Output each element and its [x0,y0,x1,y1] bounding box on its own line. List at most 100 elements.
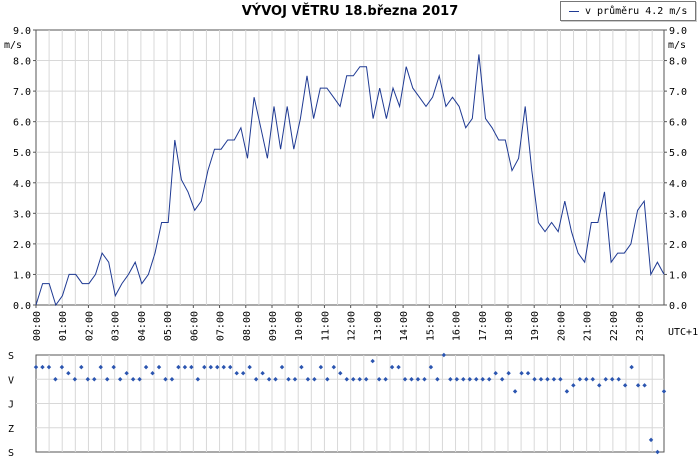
direction-point [253,377,259,382]
direction-point [363,377,369,382]
speed-ytick-label: 8.0 [13,57,31,68]
speed-xtick-label: 07:00 [216,311,227,341]
speed-xtick-label: 22:00 [609,311,620,341]
speed-xtick-label: 18:00 [504,311,515,341]
direction-point [616,377,621,382]
speed-xtick-label: 16:00 [452,311,463,341]
direction-point [474,377,479,382]
direction-point [584,377,589,382]
direction-point [642,383,647,388]
direction-point [396,364,401,370]
speed-series-line [35,54,665,307]
speed-xtick-label: 10:00 [294,311,305,341]
direction-point [525,370,531,376]
direction-point [661,389,667,394]
direction-point [655,449,660,455]
direction-point [53,377,58,382]
direction-point [66,370,71,376]
speed-ytick-label-right: 2.0 [669,240,687,251]
speed-xtick-label: 05:00 [163,311,174,341]
direction-point [389,364,395,370]
direction-point [143,364,149,370]
speed-ytick-label-right: 9.0 [669,26,687,37]
direction-point [532,377,537,382]
direction-point [150,370,155,376]
speed-xtick-label: 06:00 [189,311,200,341]
speed-xtick-label: 04:00 [137,311,148,341]
direction-point [33,364,39,370]
direction-point [305,377,311,382]
direction-point [240,370,246,376]
direction-point [312,377,317,382]
speed-xtick-label: 19:00 [530,311,541,341]
direction-point [105,377,110,382]
direction-point [318,364,324,370]
direction-point [519,370,524,376]
direction-point [344,377,349,382]
direction-point [279,364,285,370]
direction-point [538,377,544,382]
direction-point [228,364,233,370]
direction-point [85,377,90,382]
direction-point [486,377,492,382]
direction-point [79,364,84,370]
direction-point [402,377,408,382]
speed-ylabel-right: m/s [668,40,686,51]
direction-point [215,364,220,370]
speed-xtick-label: 20:00 [556,311,567,341]
direction-point [551,377,557,382]
speed-ytick-label: 4.0 [13,179,31,190]
direction-point [156,364,162,370]
direction-point [208,364,214,370]
speed-ytick-label: 6.0 [13,118,31,129]
direction-point [92,377,97,382]
speed-ytick-label-right: 3.0 [669,209,687,220]
legend: v průměru 4.2 m/s [560,1,696,21]
direction-point [331,364,337,370]
direction-point [506,370,511,376]
direction-point [493,370,498,376]
direction-point [221,364,226,370]
speed-ytick-label: 2.0 [13,240,31,251]
direction-point [338,370,343,376]
direction-point [564,389,570,394]
direction-point [59,364,65,370]
direction-ytick-label: S [8,351,14,362]
direction-point [376,377,382,382]
direction-ytick-label: S [8,448,14,459]
direction-point [182,364,188,370]
direction-point [195,377,201,382]
direction-point [454,377,460,382]
speed-ytick-label: 1.0 [13,270,31,281]
direction-point [98,364,103,370]
direction-ytick-label: V [8,375,14,386]
speed-xtick-label: 09:00 [268,311,279,341]
speed-xtick-label: 23:00 [635,311,646,341]
speed-xtick-label: 01:00 [58,311,69,341]
direction-point [610,377,615,382]
direction-point [590,377,595,382]
direction-point [409,377,414,382]
speed-ytick-label: 7.0 [13,87,31,98]
direction-point [370,358,375,364]
direction-point [234,370,239,376]
direction-point [189,364,194,370]
direction-point [130,377,136,382]
speed-ytick-label-right: 7.0 [669,87,687,98]
direction-point [260,370,265,376]
speed-ytick-label: 3.0 [13,209,31,220]
speed-ytick-label: 9.0 [13,26,31,37]
direction-point [266,377,272,382]
direction-point [635,383,641,388]
direction-point [40,364,45,370]
direction-point [558,377,563,382]
direction-point [117,377,123,382]
direction-point [46,364,52,370]
direction-point [325,377,330,382]
direction-point [648,437,654,443]
speed-ytick-label-right: 6.0 [669,118,687,129]
speed-ytick-label-right: 1.0 [669,270,687,281]
speed-ytick-label: 0.0 [13,301,31,312]
speed-ytick-label-right: 4.0 [669,179,687,190]
direction-point [461,377,466,382]
